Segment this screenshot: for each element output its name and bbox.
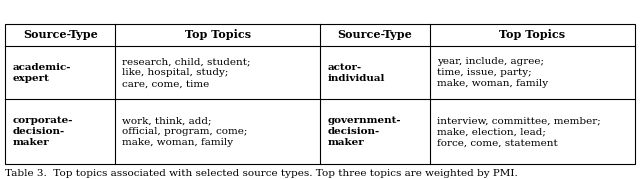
Text: actor-
individual: actor- individual bbox=[328, 63, 385, 83]
Text: Source-Type: Source-Type bbox=[338, 30, 412, 40]
Text: corporate-
decision-
maker: corporate- decision- maker bbox=[13, 116, 74, 147]
Bar bbox=[5, 24, 635, 164]
Text: research, child, student;
like, hospital, study;
care, come, time: research, child, student; like, hospital… bbox=[122, 57, 250, 88]
Text: Top Topics: Top Topics bbox=[184, 30, 251, 40]
Text: government-
decision-
maker: government- decision- maker bbox=[328, 116, 401, 147]
Text: work, think, add;
official, program, come;
make, woman, family: work, think, add; official, program, com… bbox=[122, 116, 247, 147]
Text: Top Topics: Top Topics bbox=[499, 30, 566, 40]
Text: interview, committee, member;
make, election, lead;
force, come, statement: interview, committee, member; make, elec… bbox=[436, 116, 600, 147]
Text: academic-
expert: academic- expert bbox=[13, 63, 71, 83]
Text: Table 3.  Top topics associated with selected source types. Top three topics are: Table 3. Top topics associated with sele… bbox=[5, 169, 518, 178]
Text: year, include, agree;
time, issue, party;
make, woman, family: year, include, agree; time, issue, party… bbox=[436, 57, 548, 88]
Text: Source-Type: Source-Type bbox=[23, 30, 97, 40]
